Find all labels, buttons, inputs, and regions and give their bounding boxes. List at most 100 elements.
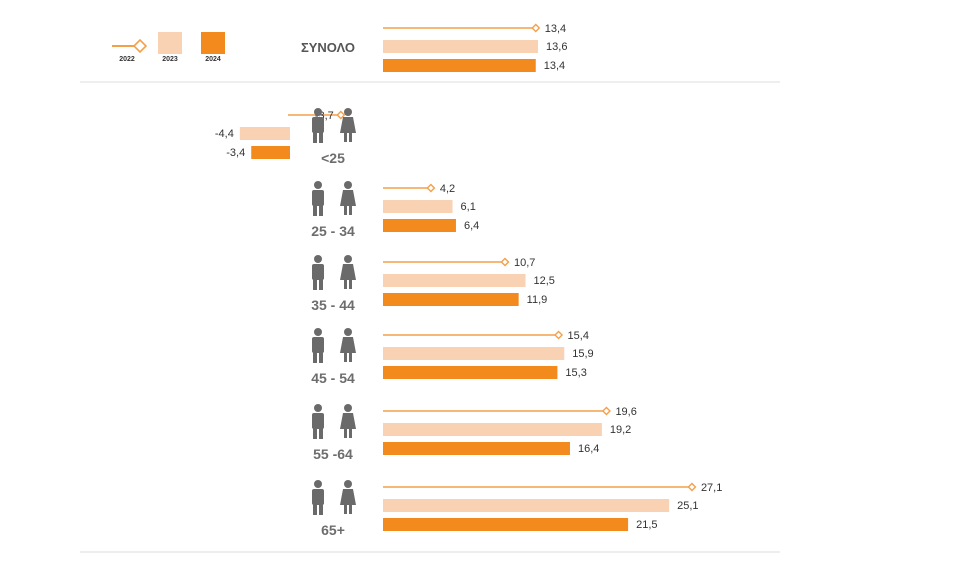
man-figure-head	[314, 255, 322, 263]
cat-1-2024-value: 6,4	[464, 220, 479, 232]
man-icon	[312, 328, 324, 363]
woman-figure-leg-right	[349, 353, 352, 362]
man-figure-torso	[312, 413, 324, 429]
total-2022-value: 13,4	[545, 23, 566, 35]
total-2024-value: 13,4	[544, 60, 565, 72]
woman-figure-leg-left	[344, 133, 347, 142]
woman-figure-head	[344, 480, 352, 488]
man-icon	[312, 404, 324, 439]
cat-4-2023-value: 19,2	[610, 424, 631, 436]
man-figure-head	[314, 181, 322, 189]
legend-2023-swatch	[158, 32, 182, 54]
man-figure-leg-left	[313, 352, 317, 363]
legend-2022-label: 2022	[119, 56, 135, 63]
cat-5-2022-marker	[687, 482, 697, 492]
cat-5-2023-bar	[383, 499, 670, 512]
man-figure-leg-left	[313, 132, 317, 143]
cat-1-2023-value: 6,1	[461, 201, 476, 213]
cat-2-2022-value: 10,7	[514, 257, 535, 269]
cat-2-2024-value: 11,9	[527, 294, 548, 306]
cat-4-2022-marker	[601, 406, 611, 416]
woman-figure-leg-left	[344, 206, 347, 215]
woman-figure-dress	[340, 413, 356, 429]
woman-figure-leg-left	[344, 280, 347, 289]
cat-1-2022-marker	[426, 183, 436, 193]
cat-5-2023-value: 25,1	[677, 500, 698, 512]
woman-figure-leg-left	[344, 505, 347, 514]
legend-2022-marker	[132, 38, 148, 54]
man-figure-leg-left	[313, 504, 317, 515]
cat-3-2024-bar	[383, 366, 558, 379]
cat-2-2023-value: 12,5	[534, 275, 555, 287]
cat-3-2022-value: 15,4	[568, 330, 589, 342]
man-icon	[312, 480, 324, 515]
category-label: <25	[321, 150, 345, 166]
cat-1-2024-bar	[383, 219, 456, 232]
man-figure-torso	[312, 489, 324, 505]
total-label: ΣΥΝΟΛΟ	[301, 40, 355, 55]
woman-figure-dress	[340, 264, 356, 280]
man-figure-leg-right	[319, 205, 323, 216]
category-label: 35 - 44	[311, 297, 355, 313]
man-figure-leg-left	[313, 428, 317, 439]
legend: 2022 2023 2024	[112, 32, 225, 63]
woman-figure-head	[344, 328, 352, 336]
legend-2024-swatch	[201, 32, 225, 54]
woman-figure-leg-right	[349, 206, 352, 215]
woman-figure-leg-right	[349, 280, 352, 289]
man-figure-leg-left	[313, 205, 317, 216]
man-icon	[312, 108, 324, 143]
man-icon	[312, 181, 324, 216]
cat-4-2023-bar	[383, 423, 602, 436]
cat-3-2024-value: 15,3	[565, 367, 586, 379]
total-2024-bar	[383, 59, 536, 72]
woman-figure-dress	[340, 337, 356, 353]
category-label: 45 - 54	[311, 370, 355, 386]
man-figure-head	[314, 404, 322, 412]
category-label: 55 -64	[313, 446, 353, 462]
man-figure-head	[314, 480, 322, 488]
man-figure-leg-right	[319, 132, 323, 143]
woman-figure-head	[344, 255, 352, 263]
woman-figure-dress	[340, 489, 356, 505]
cat-5-2024-bar	[383, 518, 629, 531]
man-figure-leg-right	[319, 352, 323, 363]
cat-5-2022-value: 27,1	[701, 482, 722, 494]
cat-0-2023-value: -4,4	[215, 128, 234, 140]
cat-4-2022-value: 19,6	[615, 406, 636, 418]
cat-0-2022-marker	[336, 110, 346, 120]
total-2022-marker	[531, 23, 541, 33]
man-figure-leg-left	[313, 279, 317, 290]
woman-icon	[340, 404, 356, 438]
man-figure-torso	[312, 190, 324, 206]
cat-2-2024-bar	[383, 293, 519, 306]
cat-3-2022-marker	[554, 330, 564, 340]
woman-figure-dress	[340, 117, 356, 133]
woman-icon	[340, 480, 356, 514]
woman-figure-head	[344, 404, 352, 412]
man-figure-torso	[312, 117, 324, 133]
man-figure-head	[314, 108, 322, 116]
cat-4-2024-value: 16,4	[578, 443, 599, 455]
woman-figure-leg-left	[344, 429, 347, 438]
cat-5-2024-value: 21,5	[636, 519, 657, 531]
chart-marks: 13,413,613,4-3,7-4,4-3,4 <254,26,16,425 -…	[215, 23, 722, 538]
cat-4-2024-bar	[383, 442, 570, 455]
man-icon	[312, 255, 324, 290]
woman-icon	[340, 328, 356, 362]
total-2023-bar	[383, 40, 539, 53]
total-2023-value: 13,6	[546, 41, 567, 53]
cat-1-2022-value: 4,2	[440, 183, 455, 195]
category-label: 65+	[321, 522, 345, 538]
cat-3-2023-bar	[383, 347, 565, 360]
cat-0-2023-bar	[239, 127, 290, 140]
category-label: 25 - 34	[311, 223, 355, 239]
legend-2023-label: 2023	[162, 56, 178, 63]
legend-2024-label: 2024	[205, 56, 221, 63]
cat-3-2023-value: 15,9	[572, 348, 593, 360]
woman-figure-head	[344, 108, 352, 116]
woman-icon	[340, 255, 356, 289]
man-figure-leg-right	[319, 504, 323, 515]
man-figure-leg-right	[319, 279, 323, 290]
woman-figure-leg-right	[349, 133, 352, 142]
